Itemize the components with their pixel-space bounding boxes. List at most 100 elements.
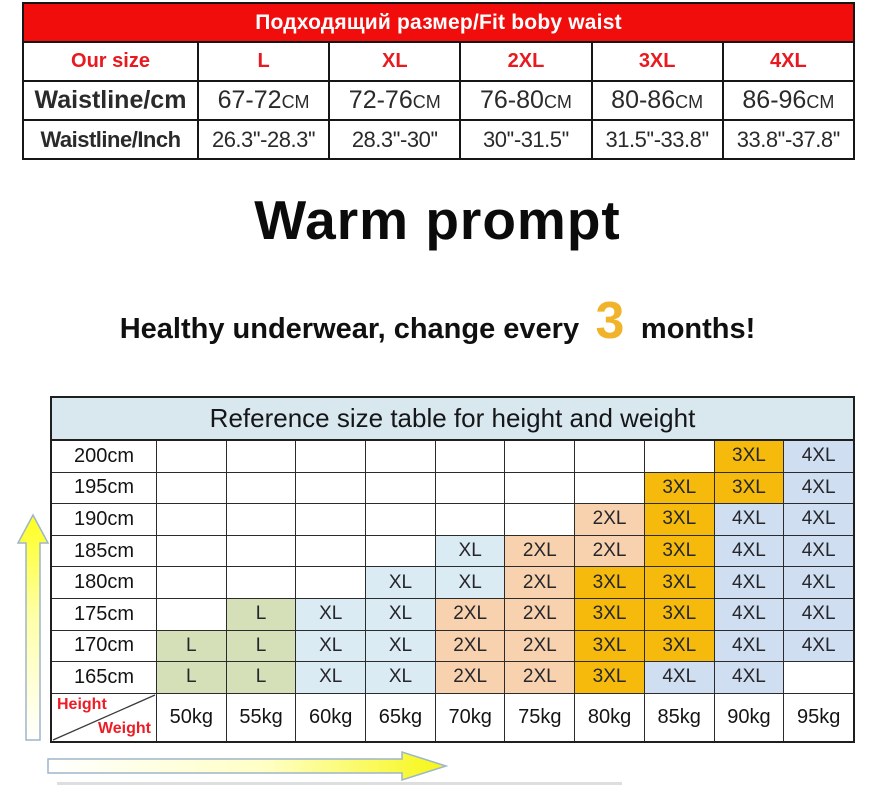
subtitle-suffix: months! <box>640 313 756 345</box>
waistline-cm-value: 72-76CM <box>328 80 462 121</box>
fit-table-header: Подходящий размер/Fit boby waist <box>22 2 855 43</box>
height-label: 180cm <box>73 571 135 594</box>
empty-cell <box>156 567 226 598</box>
table-row: 175cm L XL XL 2XL 2XL 3XL 3XL 4XL 4XL <box>52 598 853 631</box>
fit-table-header-row: Подходящий размер/Fit boby waist <box>22 2 855 43</box>
empty-cell <box>156 504 226 535</box>
size-cell: XL <box>434 535 505 567</box>
weight-label: 70kg <box>434 693 505 741</box>
cm-unit: CM <box>543 92 572 112</box>
empty-cell <box>156 598 226 630</box>
height-label: 165cm <box>73 665 135 688</box>
waistline-cm-label: Waistline/cm <box>22 80 199 121</box>
empty-cell <box>504 472 574 504</box>
height-label: 200cm <box>73 444 135 467</box>
weight-label: 55kg <box>225 693 296 741</box>
waistline-cm-value: 76-80CM <box>459 80 593 121</box>
size-col-header-3xl: 3XL <box>590 41 724 82</box>
size-cell: L <box>156 662 226 693</box>
size-cell: XL <box>295 662 366 693</box>
table-row: 170cm L L XL XL 2XL 2XL 3XL 3XL 4XL 4XL <box>52 630 853 663</box>
empty-cell <box>295 567 365 598</box>
cm-unit: CM <box>281 92 310 112</box>
weight-label: 80kg <box>574 693 644 741</box>
size-cell: 2XL <box>574 535 644 567</box>
size-cell: 3XL <box>574 662 644 693</box>
size-cell: 2XL <box>434 598 505 630</box>
weight-axis-label: Weight <box>97 719 151 737</box>
size-cell: 4XL <box>783 598 853 630</box>
table-row: 185cm XL 2XL 2XL 3XL 4XL 4XL <box>52 535 853 568</box>
size-cell: 4XL <box>783 441 853 472</box>
empty-cell <box>156 535 226 567</box>
size-cell: XL <box>365 567 435 598</box>
waistline-inch-value: 33.8''-37.8'' <box>721 119 856 160</box>
weight-label: 65kg <box>365 693 435 741</box>
size-cell: 4XL <box>713 567 784 598</box>
size-cell: 4XL <box>783 504 853 535</box>
waistline-cm-row: Waistline/cm 67-72CM 72-76CM 76-80CM 80-… <box>22 80 856 121</box>
subtitle-number: 3 <box>595 292 625 350</box>
size-cell: 2XL <box>574 504 644 535</box>
cm-number: 80-86 <box>611 86 676 114</box>
cm-unit: CM <box>806 92 835 112</box>
empty-cell <box>365 472 435 504</box>
size-cell: 2XL <box>504 598 575 630</box>
waistline-cm-value: 80-86CM <box>590 80 724 121</box>
reference-table-title: Reference size table for height and weig… <box>52 398 853 441</box>
empty-cell <box>225 535 296 567</box>
empty-cell <box>504 504 574 535</box>
size-cell: 4XL <box>783 535 853 567</box>
weight-label: 60kg <box>295 693 365 741</box>
size-cell: 2XL <box>434 662 505 693</box>
waistline-inch-row: Waistline/Inch 26.3''-28.3'' 28.3''-30''… <box>22 119 856 160</box>
size-cell: 4XL <box>713 535 784 567</box>
subtitle-prefix: Healthy underwear, change every <box>119 313 580 345</box>
size-cell: XL <box>365 630 435 662</box>
empty-cell <box>574 472 644 504</box>
waistline-inch-value: 28.3''-30'' <box>328 119 462 160</box>
waistline-inch-value: 30''-31.5'' <box>459 119 593 160</box>
size-cell: 3XL <box>574 567 644 598</box>
empty-cell <box>295 472 365 504</box>
size-cell: XL <box>434 567 505 598</box>
height-label: 170cm <box>73 634 135 657</box>
empty-cell <box>156 472 226 504</box>
empty-cell <box>225 567 296 598</box>
empty-cell <box>574 441 644 472</box>
height-label: 195cm <box>73 476 135 499</box>
empty-cell <box>643 441 714 472</box>
empty-cell <box>504 441 574 472</box>
empty-cell <box>365 441 435 472</box>
size-cell: 4XL <box>713 504 784 535</box>
size-header-row: Our size L XL 2XL 3XL 4XL <box>22 41 856 82</box>
size-cell: XL <box>295 630 366 662</box>
warm-prompt-subtitle: Healthy underwear, change every 3 months… <box>0 291 875 351</box>
size-cell: 2XL <box>504 535 575 567</box>
cm-number: 72-76 <box>348 86 413 114</box>
warm-prompt-title: Warm prompt <box>254 189 621 251</box>
size-cell: 4XL <box>783 567 853 598</box>
waistline-cm-value: 67-72CM <box>196 80 331 121</box>
empty-cell <box>225 472 296 504</box>
size-cell: 3XL <box>643 535 714 567</box>
size-cell: 4XL <box>783 630 853 662</box>
weight-row: Height Weight 50kg 55kg 60kg 65kg 70kg 75kg 80… <box>52 693 853 741</box>
empty-cell <box>295 535 365 567</box>
empty-cell <box>225 504 296 535</box>
fit-waist-table: Подходящий размер/Fit boby waist Our siz… <box>22 2 856 160</box>
height-axis-arrow <box>16 513 50 741</box>
diagonal-divider <box>52 694 156 741</box>
empty-cell <box>434 441 505 472</box>
cm-number: 86-96 <box>742 86 807 114</box>
size-cell: 3XL <box>643 472 714 504</box>
waistline-inch-value: 31.5''-33.8'' <box>590 119 724 160</box>
weight-label: 75kg <box>504 693 574 741</box>
size-cell: 3XL <box>713 441 784 472</box>
size-cell: XL <box>365 598 435 630</box>
size-cell: L <box>225 662 296 693</box>
empty-cell <box>156 441 226 472</box>
size-cell: 4XL <box>713 630 784 662</box>
waistline-inch-value: 26.3''-28.3'' <box>196 119 331 160</box>
size-col-header-2xl: 2XL <box>459 41 593 82</box>
